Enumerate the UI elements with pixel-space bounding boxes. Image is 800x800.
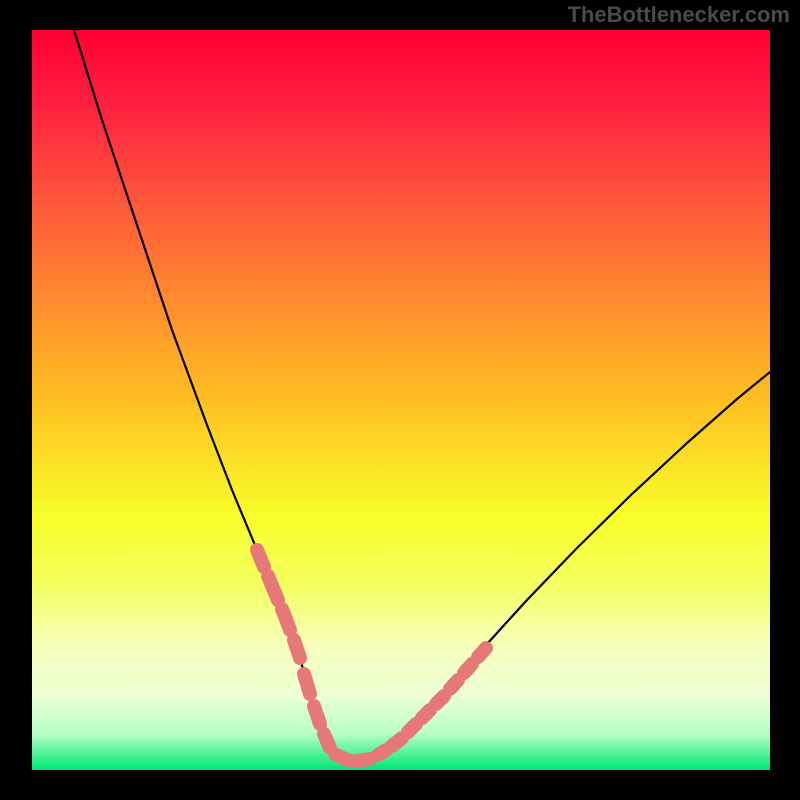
curve-marker: [422, 710, 430, 718]
curve-marker: [378, 750, 386, 755]
curve-marker: [304, 674, 310, 694]
curve-marker: [336, 755, 350, 761]
curve-marker: [436, 696, 444, 704]
curve-marker: [356, 759, 370, 761]
curve-marker: [257, 550, 264, 567]
curve-left-branch: [74, 30, 352, 761]
bottleneck-curve-svg: [0, 0, 800, 800]
curve-marker: [282, 609, 290, 630]
curve-group: [74, 30, 770, 761]
curve-marker: [294, 640, 300, 658]
curve-marker: [408, 724, 416, 732]
chart-frame: TheBottlenecker.com: [0, 0, 800, 800]
watermark-text: TheBottlenecker.com: [567, 2, 790, 28]
curve-right-branch: [352, 372, 770, 761]
curve-marker: [392, 738, 402, 746]
curve-marker: [268, 576, 278, 600]
curve-marker: [324, 734, 330, 748]
curve-marker: [464, 664, 472, 673]
curve-marker: [450, 680, 458, 689]
curve-marker: [478, 648, 486, 657]
marker-group: [257, 550, 486, 761]
curve-marker: [314, 706, 320, 724]
